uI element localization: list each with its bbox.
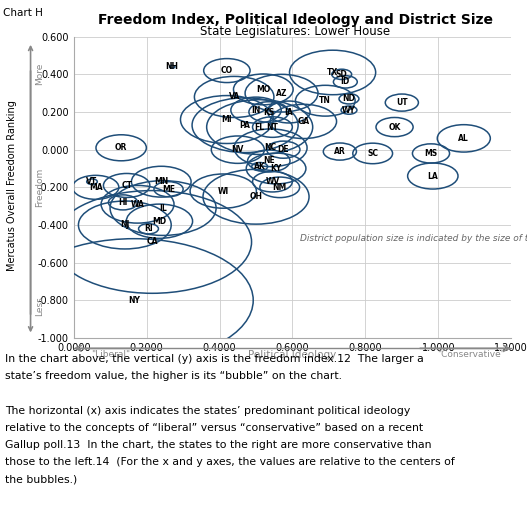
Text: In the chart above, the vertical (y) axis is the freedom index.12  The larger a: In the chart above, the vertical (y) axi…: [5, 354, 424, 364]
Text: AL: AL: [458, 134, 469, 143]
Text: IL: IL: [159, 203, 167, 213]
Text: OR: OR: [115, 143, 128, 152]
Text: Chart H: Chart H: [3, 8, 43, 18]
Text: "Conservative": "Conservative": [437, 350, 505, 359]
Text: Less: Less: [35, 297, 44, 316]
Text: MA: MA: [89, 183, 102, 192]
Text: ND: ND: [343, 94, 355, 103]
Text: District population size is indicated by the size of the bubble.: District population size is indicated by…: [300, 234, 527, 243]
Text: SC: SC: [367, 149, 378, 158]
Text: IN: IN: [251, 106, 261, 115]
Text: KS: KS: [263, 107, 275, 116]
Text: those to the left.14  (For the x and y axes, the values are relative to the cent: those to the left.14 (For the x and y ax…: [5, 457, 455, 467]
Text: WI: WI: [218, 187, 229, 195]
Text: ID: ID: [341, 78, 350, 86]
Text: PA: PA: [240, 121, 250, 129]
Text: state’s freedom value, the higher is its “bubble” on the chart.: state’s freedom value, the higher is its…: [5, 371, 342, 381]
Text: SD: SD: [336, 70, 348, 79]
Text: the bubbles.): the bubbles.): [5, 475, 77, 485]
Text: Mercatus Overall Freedom Ranking: Mercatus Overall Freedom Ranking: [7, 101, 16, 271]
Text: CA: CA: [147, 237, 158, 246]
Text: WV: WV: [265, 177, 279, 186]
Text: KY: KY: [270, 164, 282, 173]
Text: Political Ideology: Political Ideology: [248, 350, 337, 360]
Text: TX: TX: [327, 68, 338, 77]
Text: OH: OH: [249, 192, 262, 201]
Text: NT: NT: [267, 123, 278, 132]
Text: Gallup poll.13  In the chart, the states to the right are more conservative than: Gallup poll.13 In the chart, the states …: [5, 440, 432, 450]
Text: NE: NE: [263, 157, 275, 166]
Text: WY: WY: [342, 106, 356, 115]
Text: State Legislatures: Lower House: State Legislatures: Lower House: [200, 25, 390, 38]
Text: MS: MS: [424, 149, 437, 158]
Text: NV: NV: [232, 145, 244, 154]
Text: NJ: NJ: [120, 221, 130, 230]
Text: NY: NY: [128, 296, 140, 305]
Text: AR: AR: [334, 147, 346, 156]
Text: VT: VT: [86, 177, 97, 186]
Text: MD: MD: [152, 217, 167, 226]
Text: Freedom Index, Political Ideology and District Size: Freedom Index, Political Ideology and Di…: [97, 13, 493, 27]
Text: GA: GA: [297, 117, 309, 126]
Text: relative to the concepts of “liberal” versus “conservative” based on a recent: relative to the concepts of “liberal” ve…: [5, 423, 423, 433]
Text: UT: UT: [396, 98, 408, 107]
Text: NM: NM: [272, 183, 287, 192]
Text: RI: RI: [144, 224, 153, 233]
Text: "Liberal": "Liberal": [91, 350, 130, 359]
Text: NC: NC: [265, 143, 277, 152]
Text: TN: TN: [319, 96, 331, 105]
Text: The horizontal (x) axis indicates the states’ predominant political ideology: The horizontal (x) axis indicates the st…: [5, 406, 411, 416]
Text: FL: FL: [255, 123, 265, 132]
Text: AZ: AZ: [276, 89, 287, 97]
Text: OK: OK: [388, 123, 401, 132]
Text: MI: MI: [221, 115, 232, 124]
Text: NH: NH: [165, 62, 179, 71]
Text: MN: MN: [154, 177, 169, 186]
Text: DE: DE: [278, 145, 289, 154]
Text: VA: VA: [229, 92, 240, 102]
Text: CT: CT: [121, 181, 132, 190]
Text: MO: MO: [256, 85, 270, 94]
Text: LA: LA: [427, 171, 438, 181]
Text: IA: IA: [285, 107, 293, 116]
Text: Freedom: Freedom: [35, 168, 44, 207]
Text: CO: CO: [221, 66, 233, 75]
Text: ME: ME: [162, 185, 175, 194]
Text: AK: AK: [254, 162, 266, 171]
Text: WA: WA: [131, 200, 144, 209]
Text: More: More: [35, 62, 44, 84]
Text: HI: HI: [118, 198, 128, 207]
